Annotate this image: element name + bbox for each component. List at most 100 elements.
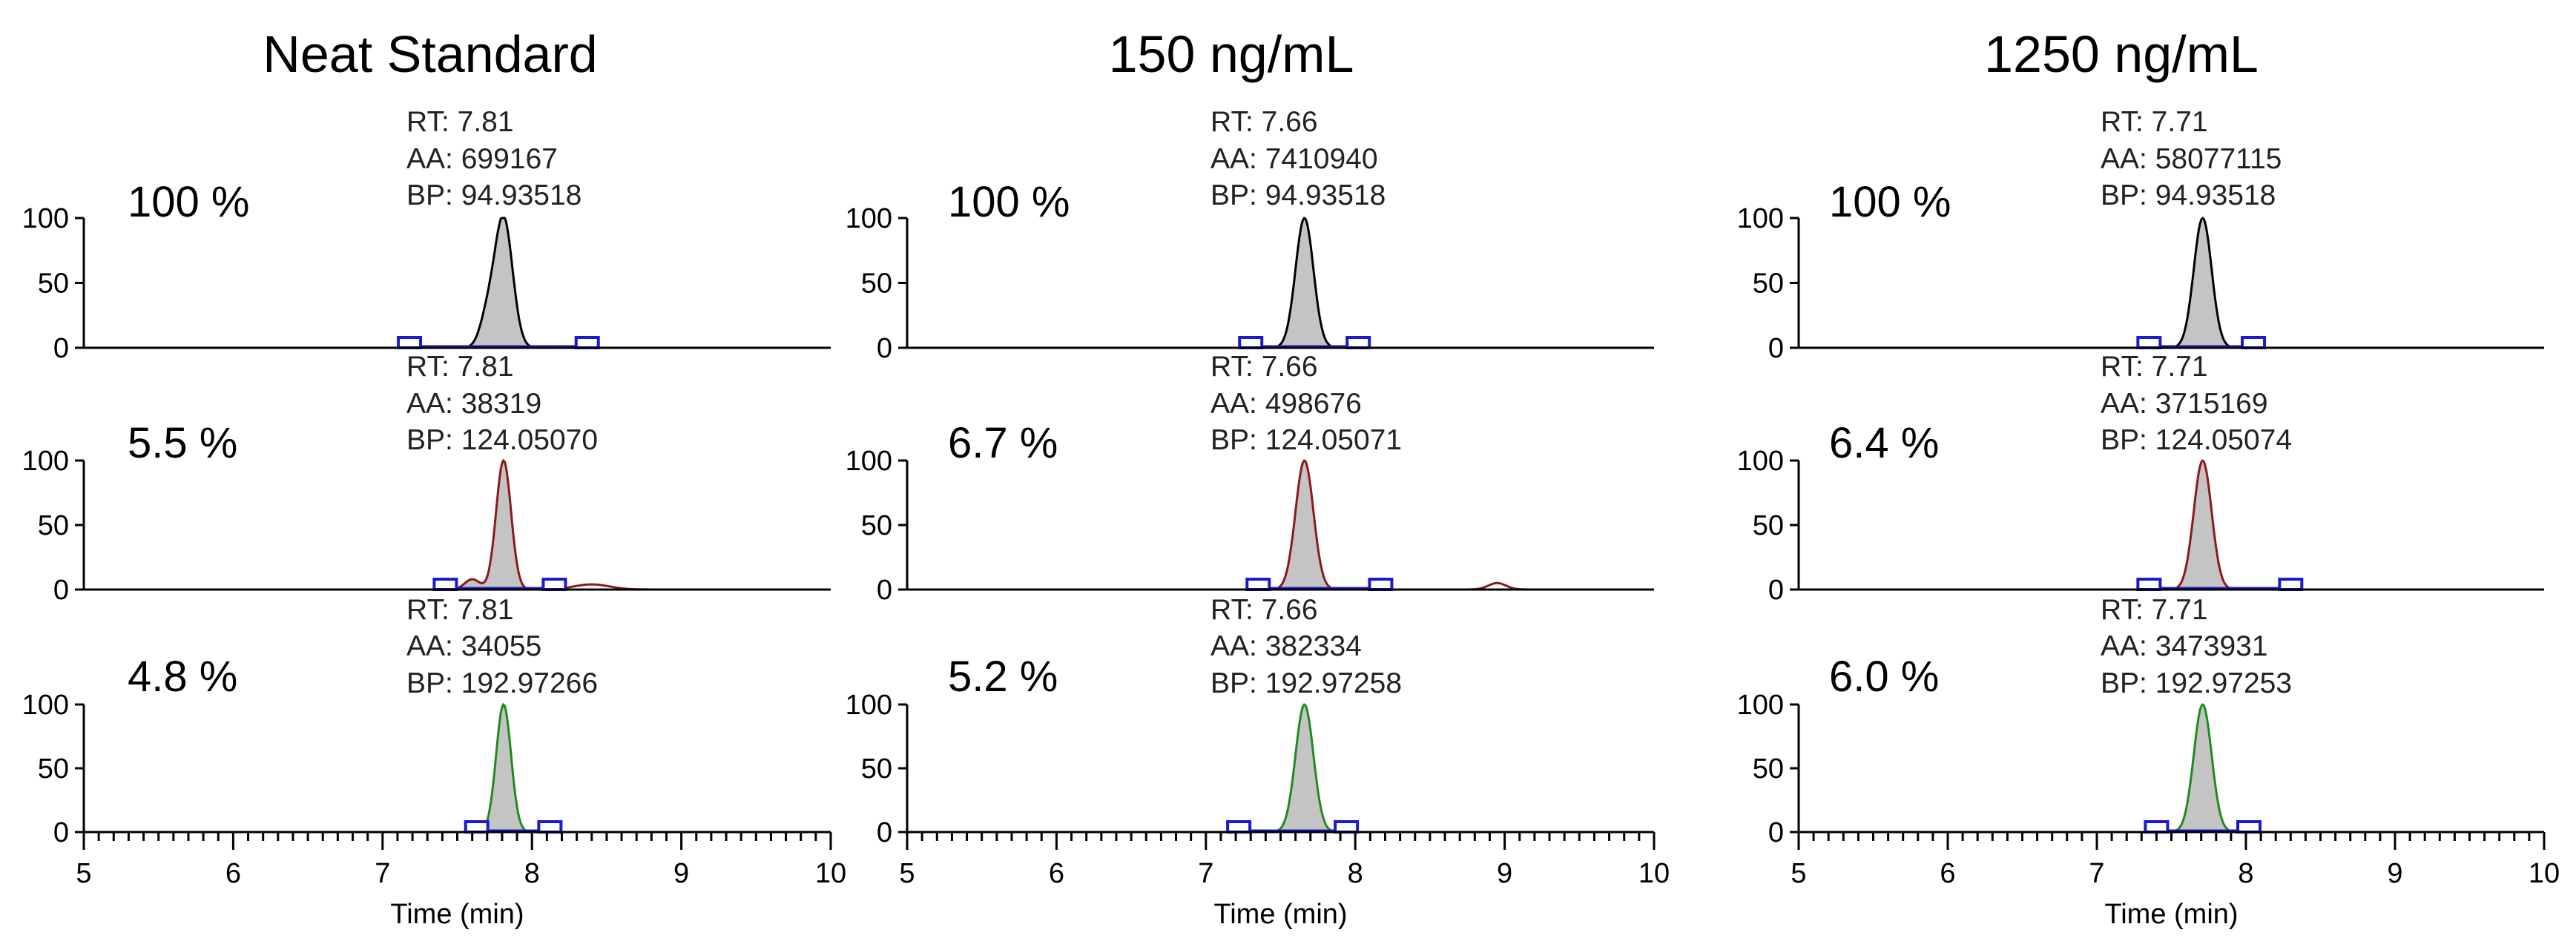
x-tick-label: 7 (1198, 858, 1213, 889)
relative-abundance-label: 100 % (1829, 178, 1951, 226)
bp-annotation: BP: 94.93518 (406, 179, 582, 211)
y-tick-label: 100 (22, 203, 69, 234)
relative-abundance-label: 6.4 % (1829, 419, 1939, 467)
relative-abundance-label: 5.2 % (948, 653, 1058, 701)
chart-title: 1250 ng/mL (1984, 25, 2259, 83)
relative-abundance-label: 4.8 % (128, 653, 237, 701)
integrated-peak-area (446, 461, 555, 590)
bp-annotation: BP: 124.05074 (2101, 424, 2292, 456)
integration-end-marker (2236, 820, 2262, 834)
integration-end-marker (2241, 336, 2267, 349)
trace-panel: 6.7 % RT: 7.66 AA: 498676 BP: 124.05071 0 50 1… (846, 351, 1654, 606)
trace-panel: 100 % RT: 7.81 AA: 699167 BP: 94.93518 0 50 10… (22, 106, 831, 364)
bp-annotation: BP: 124.05071 (1210, 424, 1402, 456)
bp-annotation: BP: 94.93518 (1210, 179, 1386, 211)
rt-annotation: RT: 7.71 (2101, 594, 2208, 626)
bp-annotation: BP: 94.93518 (2101, 179, 2276, 211)
integration-end-marker (1345, 336, 1371, 349)
rt-annotation: RT: 7.66 (1210, 351, 1318, 383)
relative-abundance-label: 6.0 % (1829, 653, 1939, 701)
aa-annotation: AA: 498676 (1210, 388, 1362, 420)
x-tick-label: 8 (1348, 858, 1363, 889)
integration-end-marker (574, 336, 600, 349)
trace-panel: 5.2 % RT: 7.66 AA: 382334 BP: 192.97258 0 50 1… (846, 594, 1654, 848)
chart-panel: Neat Standard 100 % RT: 7.81 AA: 699167 BP: … (22, 25, 847, 930)
x-tick-label: 5 (1791, 858, 1806, 889)
trace-panel: 100 % RT: 7.71 AA: 58077115 BP: 94.93518 0 50… (1737, 106, 2544, 364)
x-tick-label: 8 (2238, 858, 2253, 889)
rt-annotation: RT: 7.81 (406, 106, 514, 138)
bp-annotation: BP: 192.97258 (1210, 667, 1402, 699)
aa-annotation: AA: 3715169 (2101, 388, 2268, 420)
rt-annotation: RT: 7.81 (406, 594, 514, 626)
integration-start-marker (2136, 578, 2162, 591)
aa-annotation: AA: 382334 (1210, 630, 1362, 662)
x-tick-label: 5 (76, 858, 91, 889)
bp-annotation: BP: 192.97253 (2101, 667, 2292, 699)
trace-panel: 100 % RT: 7.66 AA: 7410940 BP: 94.93518 0 50 1… (846, 106, 1654, 364)
x-tick-label: 6 (225, 858, 241, 889)
rt-annotation: RT: 7.66 (1210, 594, 1318, 626)
y-tick-label: 0 (53, 817, 69, 848)
x-axis: 5 6 7 8 9 10 Time (min) (899, 832, 1670, 930)
y-tick-label: 100 (846, 203, 892, 234)
y-tick-label: 50 (38, 753, 69, 785)
y-tick-label: 50 (38, 268, 69, 300)
x-tick-label: 8 (524, 858, 540, 889)
relative-abundance-label: 5.5 % (128, 419, 237, 467)
integrated-peak-area (2156, 705, 2249, 832)
chart-panel: 150 ng/mL 100 % RT: 7.66 AA: 7410940 BP: 94.… (846, 25, 1670, 930)
aa-annotation: AA: 34055 (406, 630, 541, 662)
aa-annotation: AA: 7410940 (1210, 143, 1378, 175)
y-tick-label: 50 (1753, 268, 1784, 300)
y-tick-label: 100 (1737, 446, 1784, 477)
y-tick-label: 50 (861, 510, 892, 541)
chart-title: 150 ng/mL (1109, 25, 1354, 83)
x-tick-label: 9 (673, 858, 689, 889)
rt-annotation: RT: 7.81 (406, 351, 514, 383)
x-tick-label: 7 (375, 858, 390, 889)
x-axis: 5 6 7 8 9 10 Time (min) (1791, 832, 2560, 930)
y-tick-label: 50 (38, 510, 69, 541)
integrated-peak-area (2149, 218, 2254, 348)
x-tick-label: 6 (1049, 858, 1064, 889)
x-tick-label: 9 (1497, 858, 1512, 889)
y-tick-label: 0 (53, 333, 69, 364)
y-tick-label: 0 (877, 333, 892, 364)
x-axis-title: Time (min) (390, 899, 524, 930)
aa-annotation: AA: 58077115 (2101, 143, 2282, 175)
relative-abundance-label: 6.7 % (948, 419, 1058, 467)
x-axis-title: Time (min) (1213, 899, 1347, 930)
integration-end-marker (2278, 578, 2304, 591)
x-tick-label: 5 (899, 858, 915, 889)
y-tick-label: 100 (846, 446, 892, 477)
integration-start-marker (432, 578, 458, 591)
x-tick-label: 10 (1638, 858, 1670, 889)
y-tick-label: 50 (1753, 510, 1784, 541)
rt-annotation: RT: 7.66 (1210, 106, 1318, 138)
y-tick-label: 50 (861, 268, 892, 300)
integration-end-marker (541, 578, 567, 591)
y-tick-label: 100 (846, 690, 892, 721)
bp-annotation: BP: 192.97266 (406, 667, 598, 699)
trace-panel: 5.5 % RT: 7.81 AA: 38319 BP: 124.05070 0 50 10… (22, 351, 831, 606)
integration-start-marker (397, 336, 423, 349)
y-tick-label: 100 (22, 690, 69, 721)
relative-abundance-label: 100 % (948, 178, 1070, 226)
rt-annotation: RT: 7.71 (2101, 106, 2208, 138)
relative-abundance-label: 100 % (128, 178, 249, 226)
y-tick-label: 100 (22, 446, 69, 477)
integration-start-marker (1226, 820, 1252, 834)
bp-annotation: BP: 124.05070 (406, 424, 598, 456)
y-tick-label: 50 (861, 753, 892, 785)
integration-start-marker (1238, 336, 1264, 349)
y-tick-label: 100 (1737, 203, 1784, 234)
y-tick-label: 0 (877, 575, 892, 606)
integration-start-marker (464, 820, 490, 834)
y-tick-label: 0 (1768, 575, 1784, 606)
aa-annotation: AA: 38319 (406, 388, 541, 420)
x-axis: 5 6 7 8 9 10 Time (min) (76, 832, 846, 930)
integrated-peak-area (477, 705, 550, 832)
y-tick-label: 0 (1768, 817, 1784, 848)
